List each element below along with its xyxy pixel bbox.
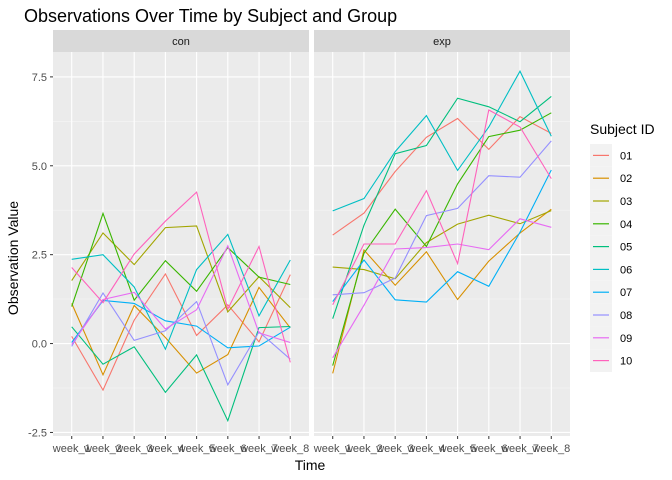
legend-item-label: 07 [620, 287, 632, 299]
x-tick-label: week_4 [406, 443, 445, 455]
x-tick-label: week_4 [145, 443, 184, 455]
series-line-exp-04 [332, 112, 552, 366]
panel-con: con [53, 30, 309, 436]
series-line-con-01 [71, 272, 291, 392]
facet-strip-con [53, 30, 309, 52]
x-tick-label: week_5 [177, 443, 216, 455]
legend-item-label: 04 [620, 219, 632, 231]
series-line-exp-07 [332, 169, 552, 303]
series-line-con-02 [71, 286, 291, 377]
series-line-con-09 [71, 244, 291, 345]
y-tick-label: 7.5 [32, 72, 47, 84]
x-tick-label: week_7 [500, 443, 539, 455]
x-axis: week_1week_2week_3week_4week_5week_6week… [52, 436, 570, 455]
facet-strip-label: con [172, 36, 190, 48]
x-tick-label: week_8 [270, 443, 309, 455]
y-tick-label: 5.0 [32, 161, 47, 173]
x-tick-label: week_7 [239, 443, 278, 455]
panel-background [53, 52, 309, 436]
series-line-exp-08 [332, 140, 552, 296]
y-axis-title: Observation Value [5, 201, 21, 315]
y-axis: -2.5 0.0 2.5 5.0 7.5 [28, 72, 53, 439]
x-tick-label: week_3 [375, 443, 414, 455]
x-axis-title: Time [295, 457, 326, 473]
series-line-exp-10 [332, 109, 552, 306]
series-line-con-03 [71, 225, 291, 313]
x-tick-label: week_1 [52, 443, 91, 455]
x-tick-label: week_2 [344, 443, 383, 455]
series-line-exp-03 [332, 210, 552, 280]
series-line-con-06 [71, 233, 291, 351]
series-line-exp-02 [332, 208, 552, 374]
legend-item-label: 09 [620, 333, 632, 345]
facet-strip-label: exp [433, 36, 451, 48]
series-line-con-04 [71, 211, 291, 307]
legend-item-label: 03 [620, 196, 632, 208]
series-line-con-10 [71, 191, 291, 363]
legend-item-label: 01 [620, 150, 632, 162]
legend-item-label: 08 [620, 310, 632, 322]
y-tick-label: 0.0 [32, 339, 47, 351]
legend-item-label: 06 [620, 264, 632, 276]
chart-title: Observations Over Time by Subject and Gr… [24, 6, 397, 26]
x-tick-label: week_6 [208, 443, 247, 455]
x-tick-label: week_6 [469, 443, 508, 455]
facet-panels: con exp [53, 30, 570, 436]
x-tick-label: week_5 [438, 443, 477, 455]
legend-title: Subject ID [590, 121, 655, 137]
panel-exp: exp [314, 30, 570, 436]
series-line-exp-05 [332, 95, 552, 319]
x-tick-label: week_2 [83, 443, 122, 455]
x-tick-label: week_1 [313, 443, 352, 455]
legend-item-label: 05 [620, 242, 632, 254]
panel-background [314, 52, 570, 436]
x-tick-label: week_8 [531, 443, 570, 455]
y-tick-label: 2.5 [32, 250, 47, 262]
series-line-exp-01 [332, 116, 552, 236]
legend-item-label: 02 [620, 173, 632, 185]
series-line-con-08 [71, 292, 291, 387]
series-line-exp-06 [332, 70, 552, 212]
facet-strip-exp [314, 30, 570, 52]
x-tick-label: week_3 [114, 443, 153, 455]
legend-item-label: 10 [620, 356, 632, 368]
series-line-con-05 [71, 325, 291, 423]
series-line-exp-09 [332, 218, 552, 359]
y-tick-label: -2.5 [28, 427, 47, 439]
legend: Subject ID 01 02 03 04 05 06 07 08 09 10 [590, 121, 655, 372]
